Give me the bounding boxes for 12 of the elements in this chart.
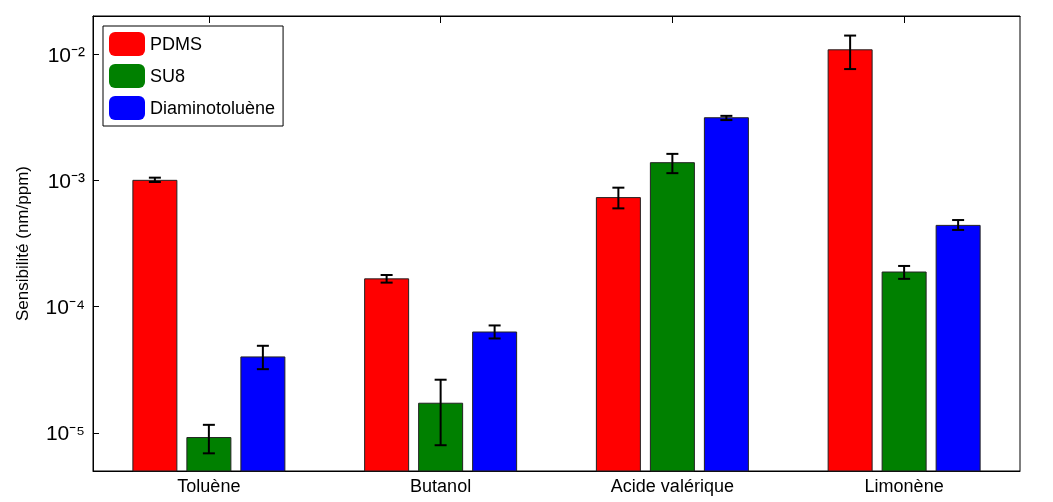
y-tick-label: 10⁻² [47,42,85,66]
x-tick-label: Butanol [410,476,472,496]
legend-label: PDMS [150,34,203,54]
y-axis-title: Sensibilité (nm/ppm) [13,166,32,321]
y-tick-label: 10⁻⁴ [45,295,85,319]
y-tick-label: 10⁻⁵ [45,421,85,445]
x-tick-label: Toluène [177,476,241,496]
x-tick-label: Limonène [864,476,944,496]
legend-label: SU8 [150,66,186,86]
legend-label: Diaminotoluène [150,98,276,118]
x-tick-label: Acide valérique [610,476,734,496]
y-tick-label: 10⁻³ [47,168,85,192]
